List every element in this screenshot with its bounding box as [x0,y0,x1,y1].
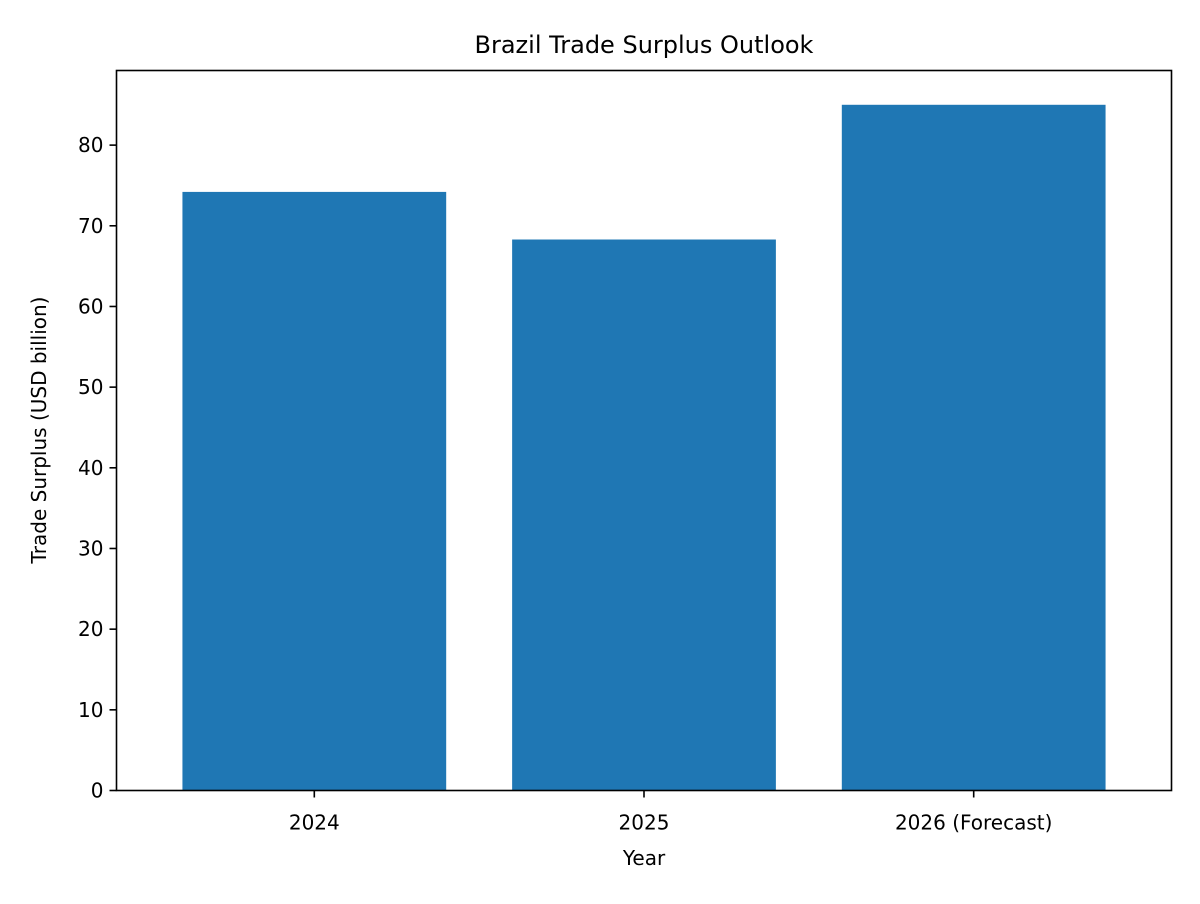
y-tick-label-1: 10 [78,698,103,722]
x-axis-ticks: 2024 2025 2026 (Forecast) [289,790,1053,835]
x-axis-label: Year [622,846,666,870]
x-tick-label-2: 2026 (Forecast) [895,811,1053,835]
y-tick-label-0: 0 [91,779,104,803]
y-tick-label-5: 50 [78,375,103,399]
bar-1 [512,239,776,791]
bar-0 [182,191,447,791]
bar-2 [841,104,1106,791]
y-axis-label: Trade Surplus (USD billion) [27,297,51,565]
bars-layer [182,104,1106,791]
y-axis-ticks: 0 10 20 30 40 50 60 70 80 [78,133,117,803]
y-tick-label-7: 70 [78,214,103,238]
chart-title: Brazil Trade Surplus Outlook [475,31,814,59]
x-tick-label-0: 2024 [289,811,340,835]
x-tick-label-1: 2025 [619,811,670,835]
y-tick-label-8: 80 [78,133,103,157]
y-tick-label-2: 20 [78,617,103,641]
y-tick-label-3: 30 [78,536,103,560]
y-tick-label-4: 40 [78,456,103,480]
y-tick-label-6: 60 [78,294,103,318]
axes-frame [115,69,1173,792]
